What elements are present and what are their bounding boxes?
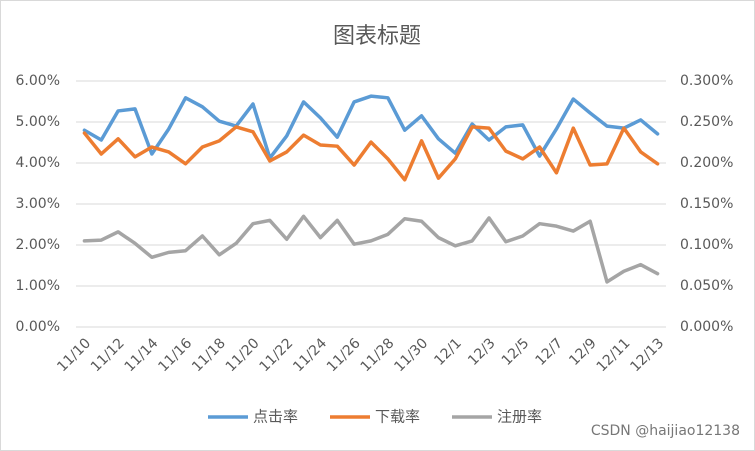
y2-tick-label: 0.000%	[680, 319, 733, 335]
legend-label: 下载率	[375, 408, 420, 426]
line-series	[82, 214, 660, 284]
y2-tick-label: 0.150%	[680, 196, 733, 212]
legend-label: 点击率	[253, 408, 298, 426]
legend-label: 注册率	[497, 408, 542, 426]
y2-tick-label: 0.050%	[680, 278, 733, 294]
line-series	[82, 125, 660, 182]
y-tick-label: 5.00%	[16, 114, 60, 130]
y2-tick-label: 0.300%	[680, 73, 733, 89]
y-tick-label: 0.00%	[16, 319, 60, 335]
watermark: CSDN @haijiao12138	[591, 423, 740, 439]
y-tick-label: 2.00%	[16, 237, 60, 253]
y2-tick-label: 0.100%	[680, 237, 733, 253]
y-tick-label: 4.00%	[16, 155, 60, 171]
y-tick-label: 3.00%	[16, 196, 60, 212]
line-series	[82, 94, 660, 160]
y2-tick-label: 0.250%	[680, 114, 733, 130]
chart-title: 图表标题	[333, 24, 421, 49]
y2-tick-label: 0.200%	[680, 155, 733, 171]
y-tick-label: 6.00%	[16, 73, 60, 89]
y-tick-label: 1.00%	[16, 278, 60, 294]
